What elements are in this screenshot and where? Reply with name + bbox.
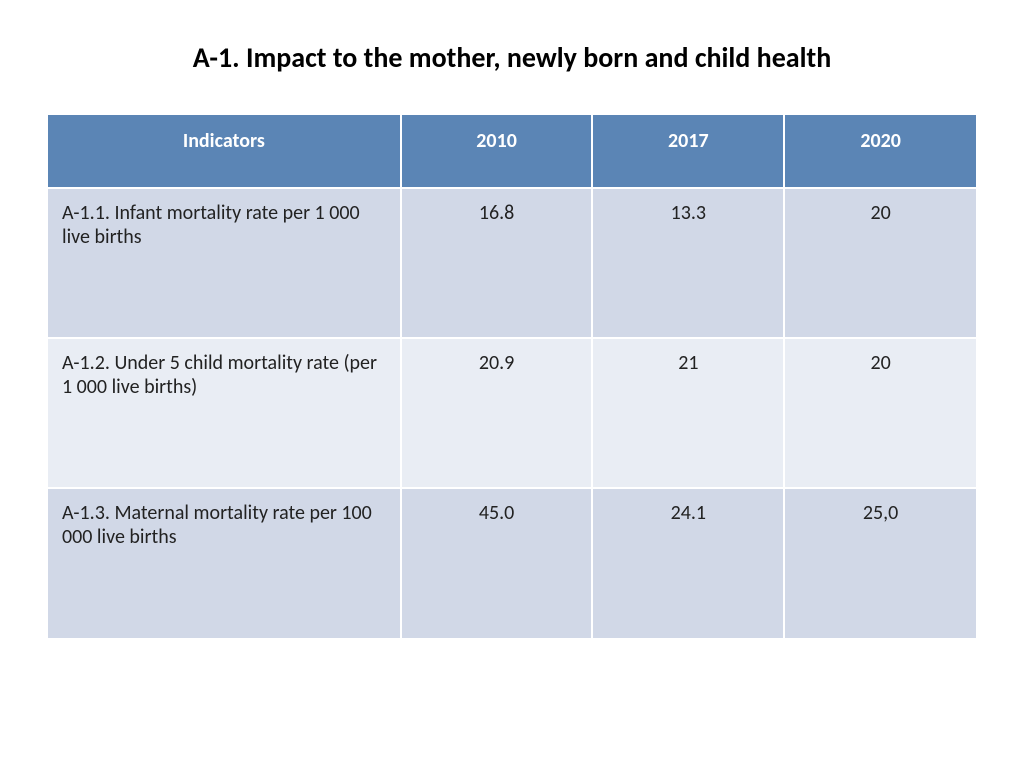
table-row: A-1.1. Infant mortality rate per 1 000 l… [48,188,976,338]
header-indicators: Indicators [48,115,401,188]
header-2017: 2017 [592,115,784,188]
cell-value: 16.8 [401,188,593,338]
slide-title: A-1. Impact to the mother, newly born an… [48,40,976,75]
table-header-row: Indicators 2010 2017 2020 [48,115,976,188]
table-row: A-1.3. Maternal mortality rate per 100 0… [48,488,976,638]
cell-value: 45.0 [401,488,593,638]
header-2010: 2010 [401,115,593,188]
slide: A-1. Impact to the mother, newly born an… [0,0,1024,768]
table-row: A-1.2. Under 5 child mortality rate (per… [48,338,976,488]
cell-value: 25,0 [784,488,976,638]
header-2020: 2020 [784,115,976,188]
cell-value: 13.3 [592,188,784,338]
cell-value: 20 [784,188,976,338]
cell-indicator: A-1.3. Maternal mortality rate per 100 0… [48,488,401,638]
cell-value: 20.9 [401,338,593,488]
cell-indicator: A-1.2. Under 5 child mortality rate (per… [48,338,401,488]
cell-indicator: A-1.1. Infant mortality rate per 1 000 l… [48,188,401,338]
cell-value: 20 [784,338,976,488]
cell-value: 21 [592,338,784,488]
cell-value: 24.1 [592,488,784,638]
indicators-table: Indicators 2010 2017 2020 A-1.1. Infant … [48,115,976,638]
